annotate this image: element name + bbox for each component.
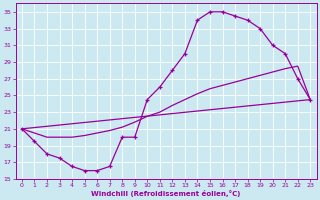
X-axis label: Windchill (Refroidissement éolien,°C): Windchill (Refroidissement éolien,°C) — [92, 190, 241, 197]
